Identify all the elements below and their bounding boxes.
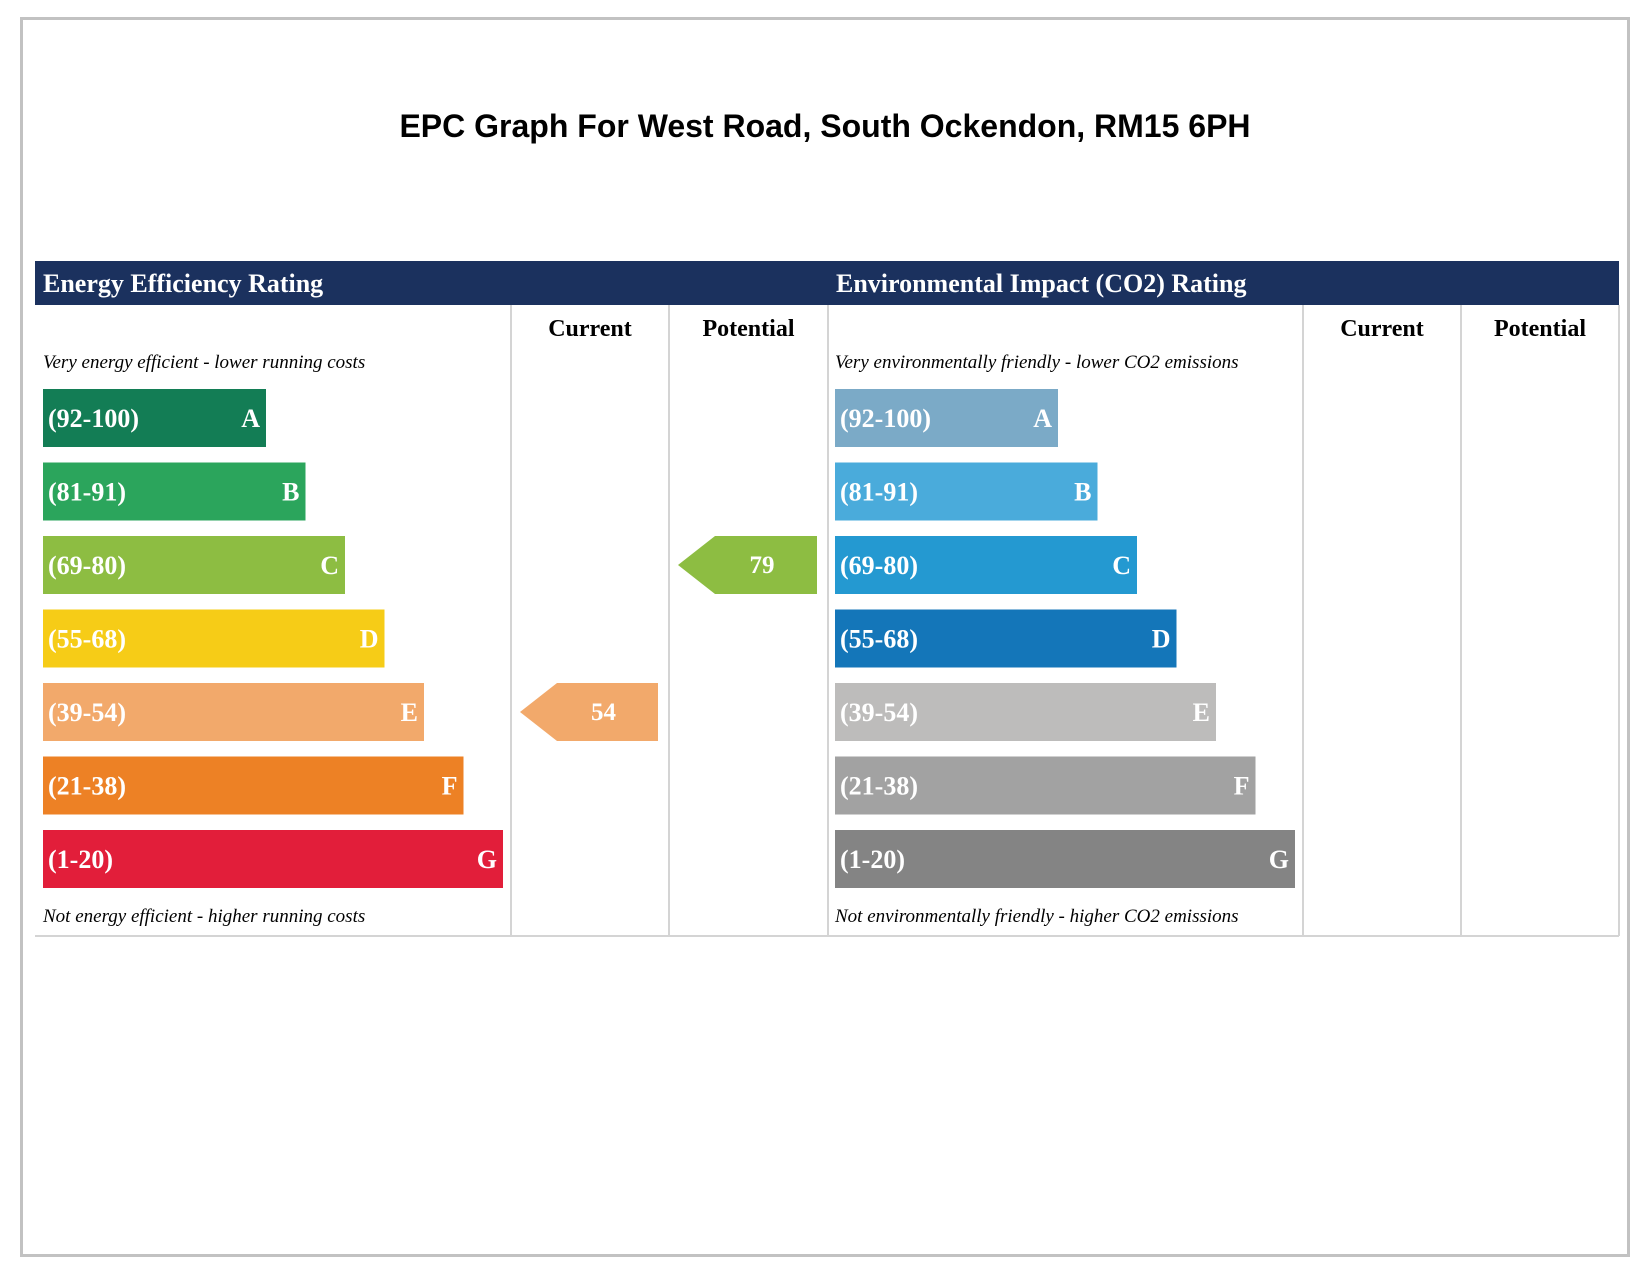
environmental-band-b xyxy=(835,462,1098,521)
environmental-band-b-range: (81-91) xyxy=(840,478,918,507)
environmental-band-d-letter: D xyxy=(1152,625,1171,654)
energy-band-e-range: (39-54) xyxy=(48,698,126,727)
energy-rating-title: Energy Efficiency Rating xyxy=(43,269,323,298)
energy-band-d-letter: D xyxy=(360,625,379,654)
energy-band-d xyxy=(43,609,385,668)
energy-band-f-range: (21-38) xyxy=(48,772,126,801)
environmental-band-e xyxy=(835,683,1216,741)
energy-band-b-letter: B xyxy=(282,478,299,507)
environmental-band-c-range: (69-80) xyxy=(840,551,918,580)
energy-band-b xyxy=(43,462,306,521)
energy-band-a-letter: A xyxy=(241,404,260,433)
energy-column-current-label: Current xyxy=(548,316,632,342)
energy-band-g-letter: G xyxy=(477,845,497,874)
environmental-band-a-letter: A xyxy=(1033,404,1052,433)
energy-band-f-letter: F xyxy=(442,772,458,801)
energy-band-c-letter: C xyxy=(320,551,339,580)
environmental-band-g-range: (1-20) xyxy=(840,845,905,874)
energy-band-e xyxy=(43,683,424,741)
environmental-rating-title: Environmental Impact (CO2) Rating xyxy=(836,269,1246,298)
energy-bottom-note: Not energy efficient - higher running co… xyxy=(42,906,365,927)
energy-band-f xyxy=(43,756,464,815)
energy-potential-rating-arrow xyxy=(678,536,817,594)
energy-band-a xyxy=(43,389,266,447)
energy-band-c xyxy=(43,536,345,594)
environmental-band-b-letter: B xyxy=(1074,478,1091,507)
energy-band-g-range: (1-20) xyxy=(48,845,113,874)
environmental-band-d xyxy=(835,609,1177,668)
environmental-band-f-letter: F xyxy=(1234,772,1250,801)
environmental-column-potential-label: Potential xyxy=(1494,316,1586,342)
energy-band-e-letter: E xyxy=(401,698,418,727)
energy-top-note: Very energy efficient - lower running co… xyxy=(43,352,365,373)
energy-current-rating-value: 54 xyxy=(591,699,617,726)
energy-band-c-range: (69-80) xyxy=(48,551,126,580)
environmental-band-e-range: (39-54) xyxy=(840,698,918,727)
energy-band-g xyxy=(43,830,503,888)
environmental-band-g-letter: G xyxy=(1269,845,1289,874)
environmental-band-a-range: (92-100) xyxy=(840,404,931,433)
environmental-top-note: Very environmentally friendly - lower CO… xyxy=(835,352,1239,373)
energy-potential-rating-value: 79 xyxy=(750,552,775,579)
energy-column-potential-label: Potential xyxy=(703,316,795,342)
environmental-band-f-range: (21-38) xyxy=(840,772,918,801)
environmental-band-d-range: (55-68) xyxy=(840,625,918,654)
environmental-band-e-letter: E xyxy=(1193,698,1210,727)
environmental-bottom-note: Not environmentally friendly - higher CO… xyxy=(834,906,1239,927)
environmental-band-f xyxy=(835,756,1256,815)
energy-current-rating-arrow xyxy=(520,683,658,741)
header-bar xyxy=(35,261,1619,305)
page-title: EPC Graph For West Road, South Ockendon,… xyxy=(399,108,1251,144)
energy-band-d-range: (55-68) xyxy=(48,625,126,654)
environmental-band-c-letter: C xyxy=(1112,551,1131,580)
environmental-band-a xyxy=(835,389,1058,447)
environmental-column-current-label: Current xyxy=(1340,316,1424,342)
environmental-band-c xyxy=(835,536,1137,594)
energy-band-b-range: (81-91) xyxy=(48,478,126,507)
environmental-band-g xyxy=(835,830,1295,888)
energy-band-a-range: (92-100) xyxy=(48,404,139,433)
